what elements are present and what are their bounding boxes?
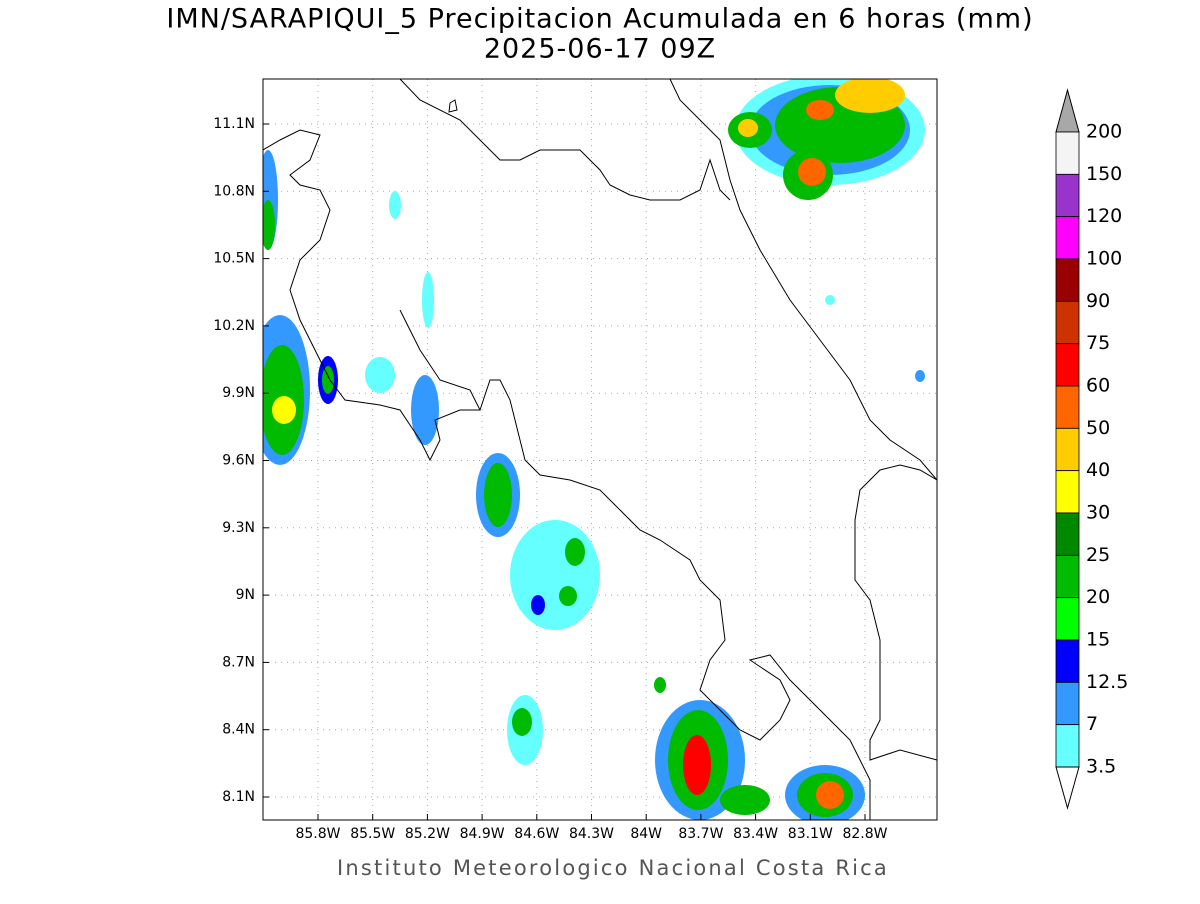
colorbar-over — [1055, 88, 1080, 133]
island — [448, 99, 458, 113]
colorbar-segment — [1055, 385, 1080, 429]
map-frame — [262, 78, 938, 821]
y-tick-label: 11.1N — [213, 116, 255, 132]
colorbar-segment — [1055, 554, 1080, 599]
precip-area — [531, 595, 545, 615]
colorbar-label: 3.5 — [1086, 756, 1116, 778]
precip-area — [720, 785, 770, 815]
colorbar-segment — [1055, 258, 1080, 302]
precip-area — [915, 370, 925, 382]
precip-area — [263, 200, 275, 250]
x-tick-label: 84W — [630, 826, 662, 842]
y-tick-label: 8.4N — [222, 722, 255, 738]
grid — [263, 79, 937, 820]
precip-area — [816, 781, 844, 809]
precip-area — [422, 272, 434, 328]
precip-area — [835, 79, 905, 113]
y-tick-label: 8.1N — [222, 789, 255, 805]
colorbar-label: 50 — [1086, 417, 1110, 439]
colorbar-label: 25 — [1086, 544, 1110, 566]
precip-area — [806, 100, 834, 120]
x-tick-label: 82.8W — [842, 826, 887, 842]
colorbar-label: 60 — [1086, 375, 1110, 397]
pacific-coast — [479, 379, 871, 820]
colorbar-label: 40 — [1086, 459, 1110, 481]
x-tick-label: 83.7W — [678, 826, 723, 842]
x-tick-label: 84.9W — [460, 826, 505, 842]
precip-area — [510, 520, 600, 630]
colorbar-segment — [1055, 427, 1080, 472]
colorbar-segment — [1055, 681, 1080, 726]
colorbar-label: 20 — [1086, 586, 1110, 608]
precip-area — [512, 708, 532, 736]
colorbar-label: 120 — [1086, 205, 1122, 227]
colorbar-segment — [1055, 173, 1080, 218]
x-tick-label: 85.8W — [295, 826, 340, 842]
x-tick-label: 84.6W — [514, 826, 559, 842]
colorbar-segment — [1055, 597, 1080, 641]
x-tick-label: 83.4W — [733, 826, 778, 842]
colorbar-under — [1055, 766, 1080, 810]
y-tick-label: 10.8N — [213, 183, 255, 199]
y-tick-label: 9.3N — [222, 520, 255, 536]
map: 85.8W 85.5W 85.2W 84.9W 84.6W 84.3W 84W 83.7W 83… — [213, 78, 938, 842]
colorbar: 200 150 120 100 90 75 60 50 40 30 25 20 15 12.5 7 3.5 — [1055, 88, 1128, 810]
precip-area — [738, 119, 758, 137]
x-tick-label: 85.5W — [350, 826, 395, 842]
x-tick-label: 83.1W — [788, 826, 833, 842]
subtitle: 2025-06-17 09Z — [484, 34, 716, 65]
colorbar-label: 150 — [1086, 163, 1122, 185]
precip-area — [565, 538, 585, 566]
x-tick-label: 84.3W — [569, 826, 614, 842]
precip-area — [272, 396, 296, 424]
colorbar-segment — [1055, 512, 1080, 556]
colorbar-segment — [1055, 724, 1080, 768]
colorbar-segment — [1055, 639, 1080, 683]
title: IMN/SARAPIQUI_5 Precipitacion Acumulada … — [166, 4, 1033, 35]
y-tick-label: 10.5N — [213, 251, 255, 267]
precip-area — [683, 735, 711, 795]
y-tick-label: 8.7N — [222, 654, 255, 670]
precip-area — [559, 586, 577, 606]
colorbar-segment — [1055, 216, 1080, 260]
colorbar-label: 12.5 — [1086, 671, 1128, 693]
colorbar-segment — [1055, 343, 1080, 387]
precip-area — [389, 191, 401, 219]
coast — [854, 464, 937, 761]
coastlines — [263, 79, 937, 820]
colorbar-label: 100 — [1086, 248, 1122, 270]
y-tick-label: 9N — [236, 587, 255, 603]
precip-area — [322, 366, 334, 394]
colorbar-label: 7 — [1086, 713, 1098, 735]
precip-area — [654, 677, 666, 693]
pacific-coast — [263, 129, 481, 462]
precip-area — [411, 375, 439, 445]
precip-area — [825, 295, 835, 305]
precip-area — [798, 158, 826, 186]
caribbean-coast — [669, 79, 937, 481]
colorbar-segment — [1055, 131, 1080, 175]
y-tick-label: 9.6N — [222, 453, 255, 469]
y-tick-label: 9.9N — [222, 385, 255, 401]
colorbar-label: 75 — [1086, 332, 1110, 354]
lake-nicaragua — [399, 79, 731, 201]
x-tick-label: 85.2W — [405, 826, 450, 842]
precip-area — [365, 357, 395, 393]
precip-area — [484, 463, 512, 527]
colorbar-label: 90 — [1086, 290, 1110, 312]
colorbar-segment — [1055, 300, 1080, 345]
colorbar-segment — [1055, 470, 1080, 514]
precip-field — [263, 79, 925, 820]
y-tick-label: 10.2N — [213, 318, 255, 334]
colorbar-label: 15 — [1086, 629, 1110, 651]
colorbar-label: 30 — [1086, 502, 1110, 524]
colorbar-label: 200 — [1086, 121, 1122, 143]
footer: Instituto Meteorologico Nacional Costa R… — [337, 856, 889, 880]
